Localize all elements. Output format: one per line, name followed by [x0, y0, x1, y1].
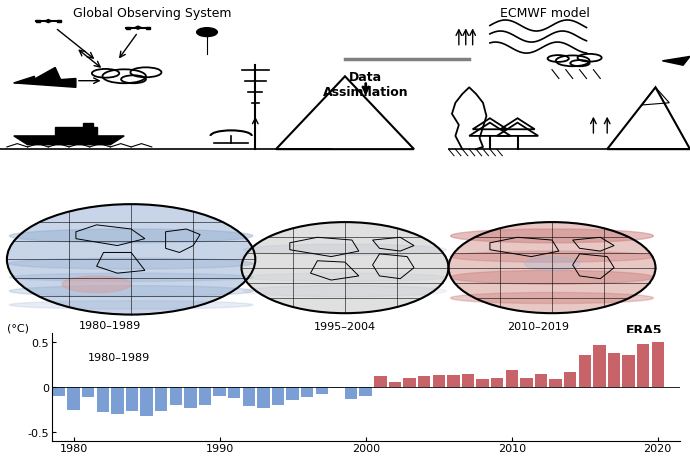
- Bar: [53, 386, 66, 396]
- Ellipse shape: [241, 223, 448, 313]
- Bar: [55, 128, 97, 137]
- Text: Data
Assimilation: Data Assimilation: [323, 71, 408, 98]
- Bar: [83, 123, 93, 137]
- Bar: [622, 355, 635, 386]
- Text: 1980–1989: 1980–1989: [88, 353, 150, 363]
- Ellipse shape: [10, 258, 253, 269]
- Bar: [213, 386, 226, 396]
- Bar: [316, 386, 328, 394]
- Ellipse shape: [244, 286, 446, 297]
- Bar: [146, 28, 150, 29]
- Bar: [126, 28, 130, 29]
- Ellipse shape: [451, 271, 653, 285]
- Ellipse shape: [524, 257, 580, 271]
- Bar: [388, 382, 401, 386]
- Bar: [155, 386, 168, 411]
- Text: 1995–2004: 1995–2004: [314, 322, 376, 332]
- Bar: [491, 378, 503, 386]
- Text: ECMWF model: ECMWF model: [500, 6, 590, 20]
- Polygon shape: [14, 79, 76, 88]
- Bar: [535, 374, 547, 386]
- Bar: [549, 380, 562, 386]
- Polygon shape: [662, 57, 690, 66]
- Polygon shape: [14, 137, 124, 146]
- Ellipse shape: [10, 286, 253, 297]
- Ellipse shape: [10, 274, 253, 282]
- Ellipse shape: [451, 293, 653, 304]
- Text: (°C): (°C): [7, 323, 29, 333]
- Bar: [68, 386, 80, 410]
- Bar: [564, 372, 576, 386]
- Bar: [403, 378, 415, 386]
- Text: Global Observing System: Global Observing System: [72, 6, 231, 20]
- Polygon shape: [45, 21, 52, 23]
- Ellipse shape: [10, 301, 253, 309]
- Bar: [184, 386, 197, 409]
- Ellipse shape: [451, 252, 653, 263]
- Bar: [345, 386, 357, 399]
- Bar: [199, 386, 211, 405]
- Bar: [506, 370, 518, 386]
- Bar: [170, 386, 182, 405]
- Ellipse shape: [7, 205, 255, 315]
- Bar: [257, 386, 270, 409]
- Text: ERA5: ERA5: [626, 323, 662, 336]
- Bar: [272, 386, 284, 405]
- Text: 2010–2019: 2010–2019: [507, 322, 569, 332]
- Bar: [418, 376, 431, 386]
- Polygon shape: [14, 77, 34, 84]
- Text: 1980–1989: 1980–1989: [79, 320, 141, 330]
- Bar: [126, 386, 138, 411]
- Bar: [447, 375, 460, 386]
- Bar: [359, 386, 372, 397]
- Bar: [462, 374, 474, 386]
- Ellipse shape: [451, 230, 653, 243]
- Bar: [57, 21, 61, 23]
- Ellipse shape: [197, 28, 217, 38]
- Bar: [520, 378, 533, 386]
- Bar: [637, 344, 649, 386]
- Bar: [651, 342, 664, 386]
- Ellipse shape: [448, 223, 656, 313]
- Bar: [82, 386, 95, 397]
- Bar: [593, 345, 606, 386]
- Bar: [97, 386, 109, 412]
- Bar: [476, 380, 489, 386]
- Polygon shape: [135, 27, 141, 30]
- Ellipse shape: [10, 230, 253, 243]
- Bar: [228, 386, 241, 398]
- Ellipse shape: [62, 276, 131, 293]
- Bar: [608, 353, 620, 386]
- Ellipse shape: [244, 245, 446, 256]
- Bar: [243, 386, 255, 407]
- Bar: [374, 376, 386, 386]
- Bar: [331, 386, 343, 388]
- Bar: [111, 386, 124, 414]
- Bar: [301, 386, 313, 397]
- Ellipse shape: [244, 274, 446, 282]
- Polygon shape: [28, 68, 62, 84]
- Bar: [433, 375, 445, 386]
- Bar: [141, 386, 153, 416]
- Bar: [578, 355, 591, 386]
- Bar: [36, 21, 40, 23]
- Bar: [286, 386, 299, 400]
